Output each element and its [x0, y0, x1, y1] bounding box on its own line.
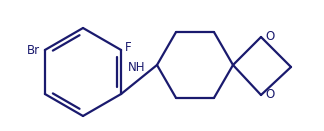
Text: O: O — [265, 89, 274, 102]
Text: O: O — [265, 31, 274, 43]
Text: F: F — [125, 42, 132, 54]
Text: Br: Br — [27, 43, 40, 56]
Text: NH: NH — [128, 61, 146, 74]
